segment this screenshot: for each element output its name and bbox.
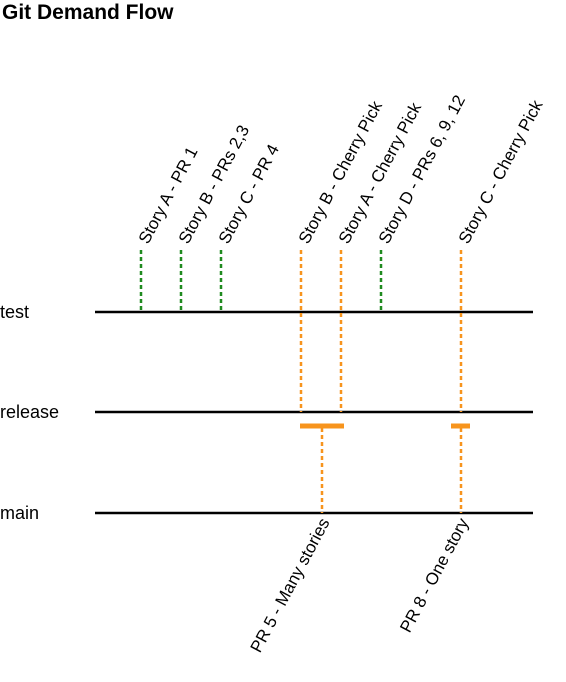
- merge-label-pr8: PR 8 - One story: [396, 515, 472, 636]
- diagram-title: Git Demand Flow: [2, 1, 174, 24]
- branch-label-main: main: [0, 503, 39, 523]
- branch-label-test: test: [0, 302, 29, 322]
- commit-label-story-c-cherry-pick: Story C - Cherry Pick: [455, 97, 547, 247]
- merge-label-pr5: PR 5 - Many stories: [247, 515, 334, 656]
- branch-label-release: release: [0, 402, 59, 422]
